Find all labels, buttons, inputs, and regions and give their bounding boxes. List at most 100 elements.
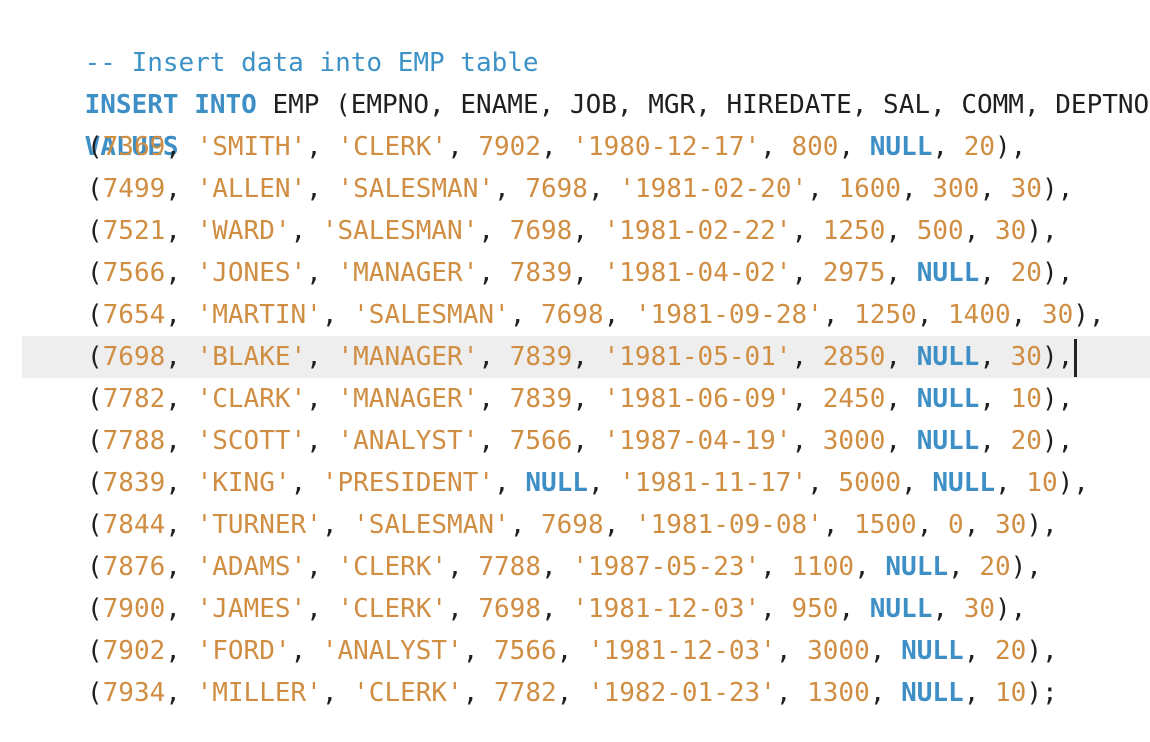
code-line-comment[interactable]: -- Insert data into EMP table xyxy=(22,0,1150,78)
deptno-value: 10 xyxy=(995,678,1027,708)
mgr-value: 7839 xyxy=(509,342,573,372)
empno-value: 7566 xyxy=(102,258,166,288)
row-terminator: ), xyxy=(1026,510,1058,540)
mgr-value: 7698 xyxy=(541,300,604,330)
mgr-value: 7566 xyxy=(494,636,557,666)
job-value: 'SALESMAN' xyxy=(321,216,479,246)
sal-value: 3000 xyxy=(807,636,870,666)
code-line-values-row[interactable]: (7876, 'ADAMS', 'CLERK', 7788, '1987-05-… xyxy=(87,552,1042,582)
job-value: 'CLERK' xyxy=(337,132,448,162)
mgr-value: 7839 xyxy=(509,258,573,288)
deptno-value: 30 xyxy=(1010,342,1042,372)
sal-value: 1500 xyxy=(854,510,917,540)
mgr-value: 7902 xyxy=(478,132,541,162)
empno-value: 7782 xyxy=(102,384,166,414)
ename-value: 'CLARK' xyxy=(196,384,307,414)
row-terminator: ), xyxy=(1010,552,1042,582)
comm-value: NULL xyxy=(869,594,933,624)
code-line-values-row[interactable]: (7788, 'SCOTT', 'ANALYST', 7566, '1987-0… xyxy=(87,426,1074,456)
code-line-values-row[interactable]: (7521, 'WARD', 'SALESMAN', 7698, '1981-0… xyxy=(87,216,1058,246)
deptno-value: 20 xyxy=(979,552,1011,582)
empno-value: 7654 xyxy=(102,300,166,330)
column-name: COMM xyxy=(961,90,1024,120)
comm-value: NULL xyxy=(916,342,980,372)
job-value: 'SALESMAN' xyxy=(353,300,510,330)
empno-value: 7369 xyxy=(102,132,166,162)
job-value: 'MANAGER' xyxy=(337,384,479,414)
code-line-values-row[interactable]: (7934, 'MILLER', 'CLERK', 7782, '1982-01… xyxy=(87,678,1058,708)
mgr-value: 7788 xyxy=(478,552,541,582)
empno-value: 7902 xyxy=(102,636,166,666)
insert-into-keyword: INSERT INTO xyxy=(84,90,257,120)
row-terminator: ), xyxy=(1041,258,1074,288)
code-line-insert[interactable]: INSERT INTO EMP (EMPNO, ENAME, JOB, MGR,… xyxy=(84,90,1150,120)
hiredate-value: '1987-04-19' xyxy=(603,426,792,456)
sal-value: 1250 xyxy=(822,216,886,246)
code-line-values-row[interactable]: (7369, 'SMITH', 'CLERK', 7902, '1980-12-… xyxy=(87,132,1027,162)
code-line-values-row[interactable]: (7654, 'MARTIN', 'SALESMAN', 7698, '1981… xyxy=(87,300,1105,330)
column-name: HIREDATE xyxy=(726,90,852,120)
column-name: MGR xyxy=(648,90,696,120)
code-line-values[interactable]: VALUES xyxy=(22,84,1150,162)
ename-value: 'BLAKE' xyxy=(196,342,307,372)
hiredate-value: '1981-02-22' xyxy=(603,216,792,246)
comm-value: NULL xyxy=(932,468,995,498)
empno-value: 7499 xyxy=(102,174,166,204)
sal-value: 3000 xyxy=(822,426,886,456)
code-line-values-row[interactable]: (7499, 'ALLEN', 'SALESMAN', 7698, '1981-… xyxy=(87,174,1074,204)
code-line-values-row[interactable]: (7782, 'CLARK', 'MANAGER', 7839, '1981-0… xyxy=(87,384,1074,414)
deptno-value: 10 xyxy=(1026,468,1058,498)
ename-value: 'JAMES' xyxy=(196,594,307,624)
comm-value: 500 xyxy=(916,216,964,246)
sal-value: 2450 xyxy=(822,384,886,414)
hiredate-value: '1981-02-20' xyxy=(619,174,808,204)
column-name: DEPTNO xyxy=(1055,90,1150,120)
ename-value: 'MILLER' xyxy=(196,678,322,708)
column-name: ENAME xyxy=(460,90,539,120)
code-line-values-row[interactable]: (7844, 'TURNER', 'SALESMAN', 7698, '1981… xyxy=(87,510,1058,540)
deptno-value: 30 xyxy=(995,216,1027,246)
mgr-value: 7839 xyxy=(509,384,573,414)
empno-value: 7839 xyxy=(102,468,166,498)
comm-value: NULL xyxy=(916,384,980,414)
mgr-value: 7782 xyxy=(494,678,557,708)
text-cursor xyxy=(1074,338,1078,377)
comm-value: NULL xyxy=(869,132,933,162)
deptno-value: 30 xyxy=(1010,174,1042,204)
comm-value: 1400 xyxy=(948,300,1011,330)
code-line-values-row[interactable]: (7698, 'BLAKE', 'MANAGER', 7839, '1981-0… xyxy=(22,336,1150,378)
comm-value: 300 xyxy=(932,174,980,204)
ename-value: 'SCOTT' xyxy=(196,426,307,456)
comm-value: NULL xyxy=(901,678,964,708)
comm-value: NULL xyxy=(916,426,980,456)
sal-value: 1250 xyxy=(854,300,917,330)
code-line-values-row[interactable]: (7902, 'FORD', 'ANALYST', 7566, '1981-12… xyxy=(87,636,1058,666)
ename-value: 'WARD' xyxy=(196,216,291,246)
comm-value: 0 xyxy=(948,510,964,540)
row-terminator: ), xyxy=(1041,426,1074,456)
deptno-value: 30 xyxy=(1041,300,1074,330)
sal-value: 950 xyxy=(791,594,839,624)
row-terminator: ), xyxy=(1073,300,1105,330)
hiredate-value: '1981-04-02' xyxy=(603,258,792,288)
deptno-value: 20 xyxy=(963,132,995,162)
mgr-value: NULL xyxy=(525,468,588,498)
comm-value: NULL xyxy=(885,552,949,582)
job-value: 'ANALYST' xyxy=(321,636,463,666)
job-value: 'CLERK' xyxy=(353,678,463,708)
job-value: 'ANALYST' xyxy=(337,426,479,456)
row-terminator: ), xyxy=(1041,174,1074,204)
code-line-values-row[interactable]: (7900, 'JAMES', 'CLERK', 7698, '1981-12-… xyxy=(87,594,1027,624)
ename-value: 'KING' xyxy=(196,468,291,498)
job-value: 'PRESIDENT' xyxy=(321,468,495,498)
code-line-values-row[interactable]: (7566, 'JONES', 'MANAGER', 7839, '1981-0… xyxy=(87,258,1074,288)
ename-value: 'FORD' xyxy=(196,636,291,666)
values-keyword: VALUES xyxy=(84,132,179,162)
empno-value: 7788 xyxy=(102,426,166,456)
mgr-value: 7698 xyxy=(509,216,573,246)
job-value: 'CLERK' xyxy=(337,594,448,624)
deptno-value: 20 xyxy=(1010,258,1042,288)
empno-value: 7698 xyxy=(102,342,166,372)
code-line-values-row[interactable]: (7839, 'KING', 'PRESIDENT', NULL, '1981-… xyxy=(87,468,1089,498)
